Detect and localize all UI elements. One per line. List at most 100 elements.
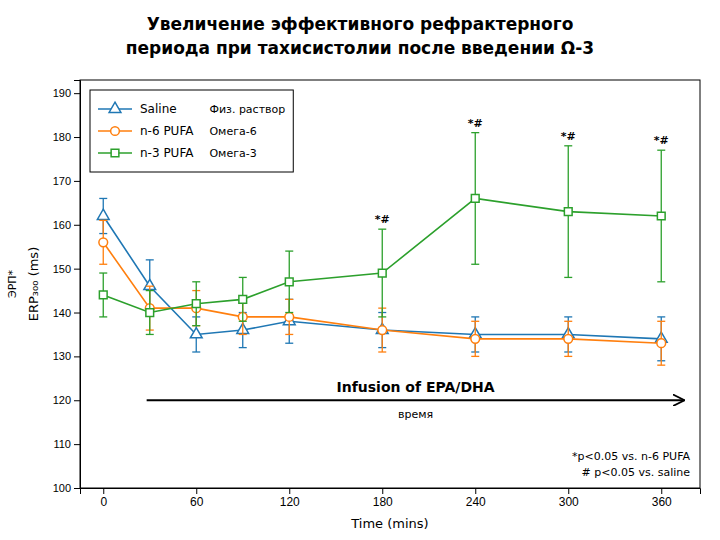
error-bar-cap [285, 334, 293, 335]
error-bar-cap [192, 325, 200, 326]
error-bar-cap [99, 316, 107, 317]
error-bar-cap [192, 351, 200, 352]
point [471, 195, 479, 203]
error-bar [192, 282, 200, 326]
point [657, 212, 665, 220]
x-tick-mark [661, 488, 662, 494]
error-bar [285, 251, 293, 312]
y-tick: 170 [53, 175, 80, 187]
x-tick-mark [196, 488, 197, 494]
y-tick-label: 110 [53, 438, 71, 450]
y-tick-mark [74, 225, 80, 226]
point [192, 300, 200, 308]
error-bar-cap [471, 321, 479, 322]
point [564, 334, 573, 343]
y-tick: 120 [53, 394, 80, 406]
y-tick-label: 130 [53, 350, 71, 362]
x-tick-mark [568, 488, 569, 494]
y-tick: 160 [53, 219, 80, 231]
point-note: *# [468, 117, 483, 130]
y-tick-label: 140 [53, 307, 71, 319]
legend-note: Омега-3 [209, 147, 256, 160]
y-tick: 130 [53, 350, 80, 362]
legend-marker [111, 149, 119, 157]
x-tick-label: 360 [652, 495, 672, 509]
x-tick-label: 120 [280, 495, 300, 509]
error-bar [471, 321, 479, 356]
error-bar [564, 321, 572, 356]
y-tick: 180 [53, 131, 80, 143]
y-tick-label: 180 [53, 131, 71, 143]
error-bar-cap [192, 281, 200, 282]
error-bar-cap [657, 365, 665, 366]
error-bar-cap [564, 277, 572, 278]
y-tick-mark [74, 181, 80, 182]
error-bar-cap [99, 220, 107, 221]
x-tick-mark [475, 488, 476, 494]
error-bar [99, 273, 107, 317]
error-bar-cap [378, 351, 386, 352]
title: Увеличение эффективного рефрактерного [147, 14, 574, 34]
x-tick: 240 [466, 488, 486, 509]
error-bar-cap [99, 272, 107, 273]
point [285, 313, 294, 322]
error-bar [378, 229, 386, 317]
y-tick-mark [74, 269, 80, 270]
chart: Увеличение эффективного рефрактерногопер… [0, 0, 720, 540]
point [99, 291, 107, 299]
y-axis: 100110120130140150160170180190 [53, 81, 81, 495]
y-tick-mark [74, 444, 80, 445]
point-note: *# [561, 130, 576, 143]
error-bar-cap [471, 132, 479, 133]
y-tick-label: 100 [53, 482, 71, 494]
point-note: *# [654, 134, 669, 147]
error-bar-cap [192, 325, 200, 326]
error-bar-cap [146, 259, 154, 260]
y-tick: 110 [53, 438, 80, 450]
legend: Salinen-6 PUFAn-3 PUFAФиз. растворОмега-… [90, 90, 293, 172]
x-tick-label: 0 [100, 495, 107, 509]
y-tick: 140 [53, 307, 80, 319]
legend-entry: Saline [98, 102, 177, 116]
y-tick-label: 160 [53, 219, 71, 231]
error-bar-cap [99, 264, 107, 265]
error-bar-cap [471, 356, 479, 357]
error-bar-cap [564, 316, 572, 317]
x-tick-label: 300 [559, 495, 579, 509]
x-tick-mark [382, 488, 383, 494]
y-tick: 100 [53, 482, 80, 494]
point [146, 309, 154, 317]
legend-label: Saline [140, 102, 177, 116]
x-tick: 120 [280, 488, 300, 509]
error-bar-cap [378, 229, 386, 230]
x-tick: 60 [190, 488, 204, 509]
y-tick-mark [74, 313, 80, 314]
error-bar-cap [471, 316, 479, 317]
infusion-sublabel: время [398, 408, 433, 421]
point [239, 295, 247, 303]
error-bar-cap [285, 250, 293, 251]
error-bar-cap [564, 356, 572, 357]
x-axis: 060120180240300360 [81, 488, 701, 509]
y-tick-mark [74, 400, 80, 401]
stat-note: # p<0.05 vs. saline [582, 466, 691, 479]
y-tick: 150 [53, 263, 80, 275]
point [471, 334, 480, 343]
y-tick-label: 150 [53, 263, 71, 275]
y-tick-mark [74, 93, 80, 94]
error-bar [146, 291, 154, 335]
error-bar-cap [239, 277, 247, 278]
error-bar [471, 133, 479, 265]
error-bar-cap [378, 316, 386, 317]
y-tick-mark [74, 137, 80, 138]
legend-marker [111, 127, 120, 136]
error-bar-cap [564, 145, 572, 146]
legend-marker [109, 102, 121, 112]
point [285, 278, 293, 286]
legend-label: n-6 PUFA [140, 124, 194, 138]
x-tick: 0 [100, 488, 107, 509]
stat-note: *p<0.05 vs. n-6 PUFA [572, 450, 690, 463]
error-bar-cap [657, 281, 665, 282]
error-bar [657, 150, 665, 282]
legend-note: Омега-6 [209, 125, 256, 138]
